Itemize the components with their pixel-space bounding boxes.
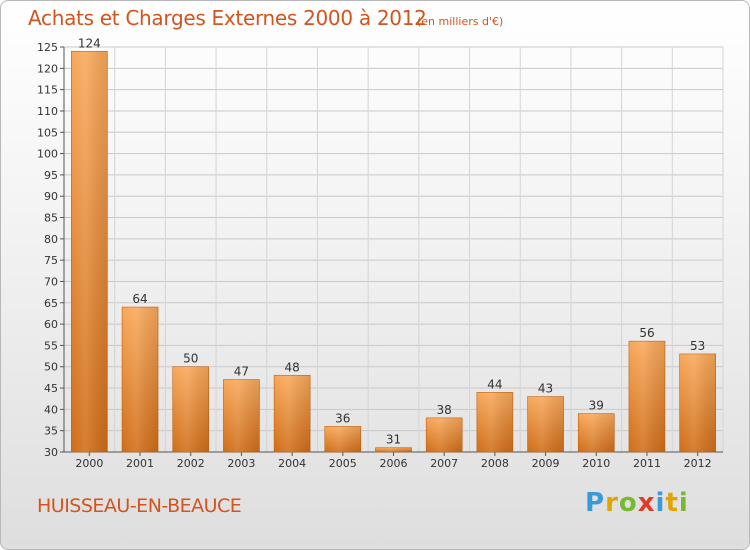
- bar-shine: [679, 353, 716, 452]
- x-tick-label: 2006: [380, 457, 408, 470]
- data-label: 53: [690, 339, 705, 353]
- chart-subtitle: (en milliers d'€): [417, 15, 504, 28]
- bars: [71, 50, 716, 453]
- data-label: 124: [78, 36, 101, 50]
- data-label: 50: [183, 352, 198, 366]
- bar-shine: [71, 51, 108, 453]
- y-tick-label: 65: [44, 297, 58, 310]
- y-tick-label: 50: [44, 361, 58, 374]
- y-tick-label: 85: [44, 212, 58, 225]
- bar-shine: [375, 447, 412, 452]
- y-tick-label: 80: [44, 233, 58, 246]
- commune-name: HUISSEAU-EN-BEAUCE: [37, 495, 242, 517]
- bar-shine: [578, 413, 615, 452]
- y-tick-label: 55: [44, 339, 58, 352]
- data-label: 36: [335, 411, 350, 425]
- y-tick-labels: 30 35 40 45 50 55 60 65 70 75 80 85 90 95 100 105 110 115…: [37, 41, 58, 459]
- y-tick-label: 115: [37, 84, 58, 97]
- bar-shine: [172, 366, 209, 452]
- x-tick-label: 2009: [532, 457, 560, 470]
- data-label: 47: [234, 365, 249, 379]
- data-label: 39: [589, 399, 604, 413]
- bar-shine: [274, 375, 311, 452]
- y-tick-label: 35: [44, 425, 58, 438]
- x-tick-labels: 2000 2001 2002 2003 2004 2005 2006 2007 2008 2009…: [75, 457, 711, 470]
- bar-shine: [426, 417, 463, 452]
- y-tick-label: 125: [37, 41, 58, 54]
- data-label: 38: [437, 403, 452, 417]
- bar-shine: [527, 396, 564, 452]
- data-label: 48: [284, 360, 299, 374]
- data-label: 64: [132, 292, 147, 306]
- data-label: 44: [487, 377, 502, 391]
- grid-lines: [63, 46, 724, 453]
- x-tick-label: 2007: [430, 457, 458, 470]
- y-tick-label: 45: [44, 382, 58, 395]
- bar-shine: [628, 341, 665, 452]
- x-tick-label: 2005: [329, 457, 357, 470]
- y-tick-label: 75: [44, 254, 58, 267]
- x-tick-label: 2012: [684, 457, 712, 470]
- y-tick-label: 90: [44, 190, 58, 203]
- y-tick-label: 30: [44, 446, 58, 459]
- data-labels: 124 64 50 47 48 36 31 38 44 43 39 56 53: [78, 36, 705, 446]
- x-tick-label: 2008: [481, 457, 509, 470]
- x-tick-label: 2001: [126, 457, 154, 470]
- x-tick-label: 2000: [75, 457, 103, 470]
- data-label: 43: [538, 382, 553, 396]
- bar-shine: [324, 426, 361, 452]
- y-tick-label: 95: [44, 169, 58, 182]
- chart-title: Achats et Charges Externes 2000 à 2012: [28, 6, 427, 30]
- bar-shine: [122, 307, 159, 452]
- bar-shine: [223, 379, 260, 452]
- proxiti-logo: Proxiti: [585, 488, 689, 518]
- x-tick-label: 2010: [582, 457, 610, 470]
- y-tick-label: 100: [37, 148, 58, 161]
- x-tick-label: 2002: [177, 457, 205, 470]
- y-tick-label: 120: [37, 62, 58, 75]
- x-tick-label: 2004: [278, 457, 306, 470]
- bar-shine: [476, 392, 513, 452]
- y-tick-label: 110: [37, 105, 58, 118]
- y-tick-label: 105: [37, 126, 58, 139]
- y-tick-label: 70: [44, 275, 58, 288]
- y-tick-label: 60: [44, 318, 58, 331]
- x-tick-label: 2003: [227, 457, 255, 470]
- data-label: 56: [639, 326, 654, 340]
- axes: [60, 46, 723, 456]
- data-label: 31: [386, 433, 401, 447]
- x-tick-label: 2011: [633, 457, 661, 470]
- y-tick-label: 40: [44, 403, 58, 416]
